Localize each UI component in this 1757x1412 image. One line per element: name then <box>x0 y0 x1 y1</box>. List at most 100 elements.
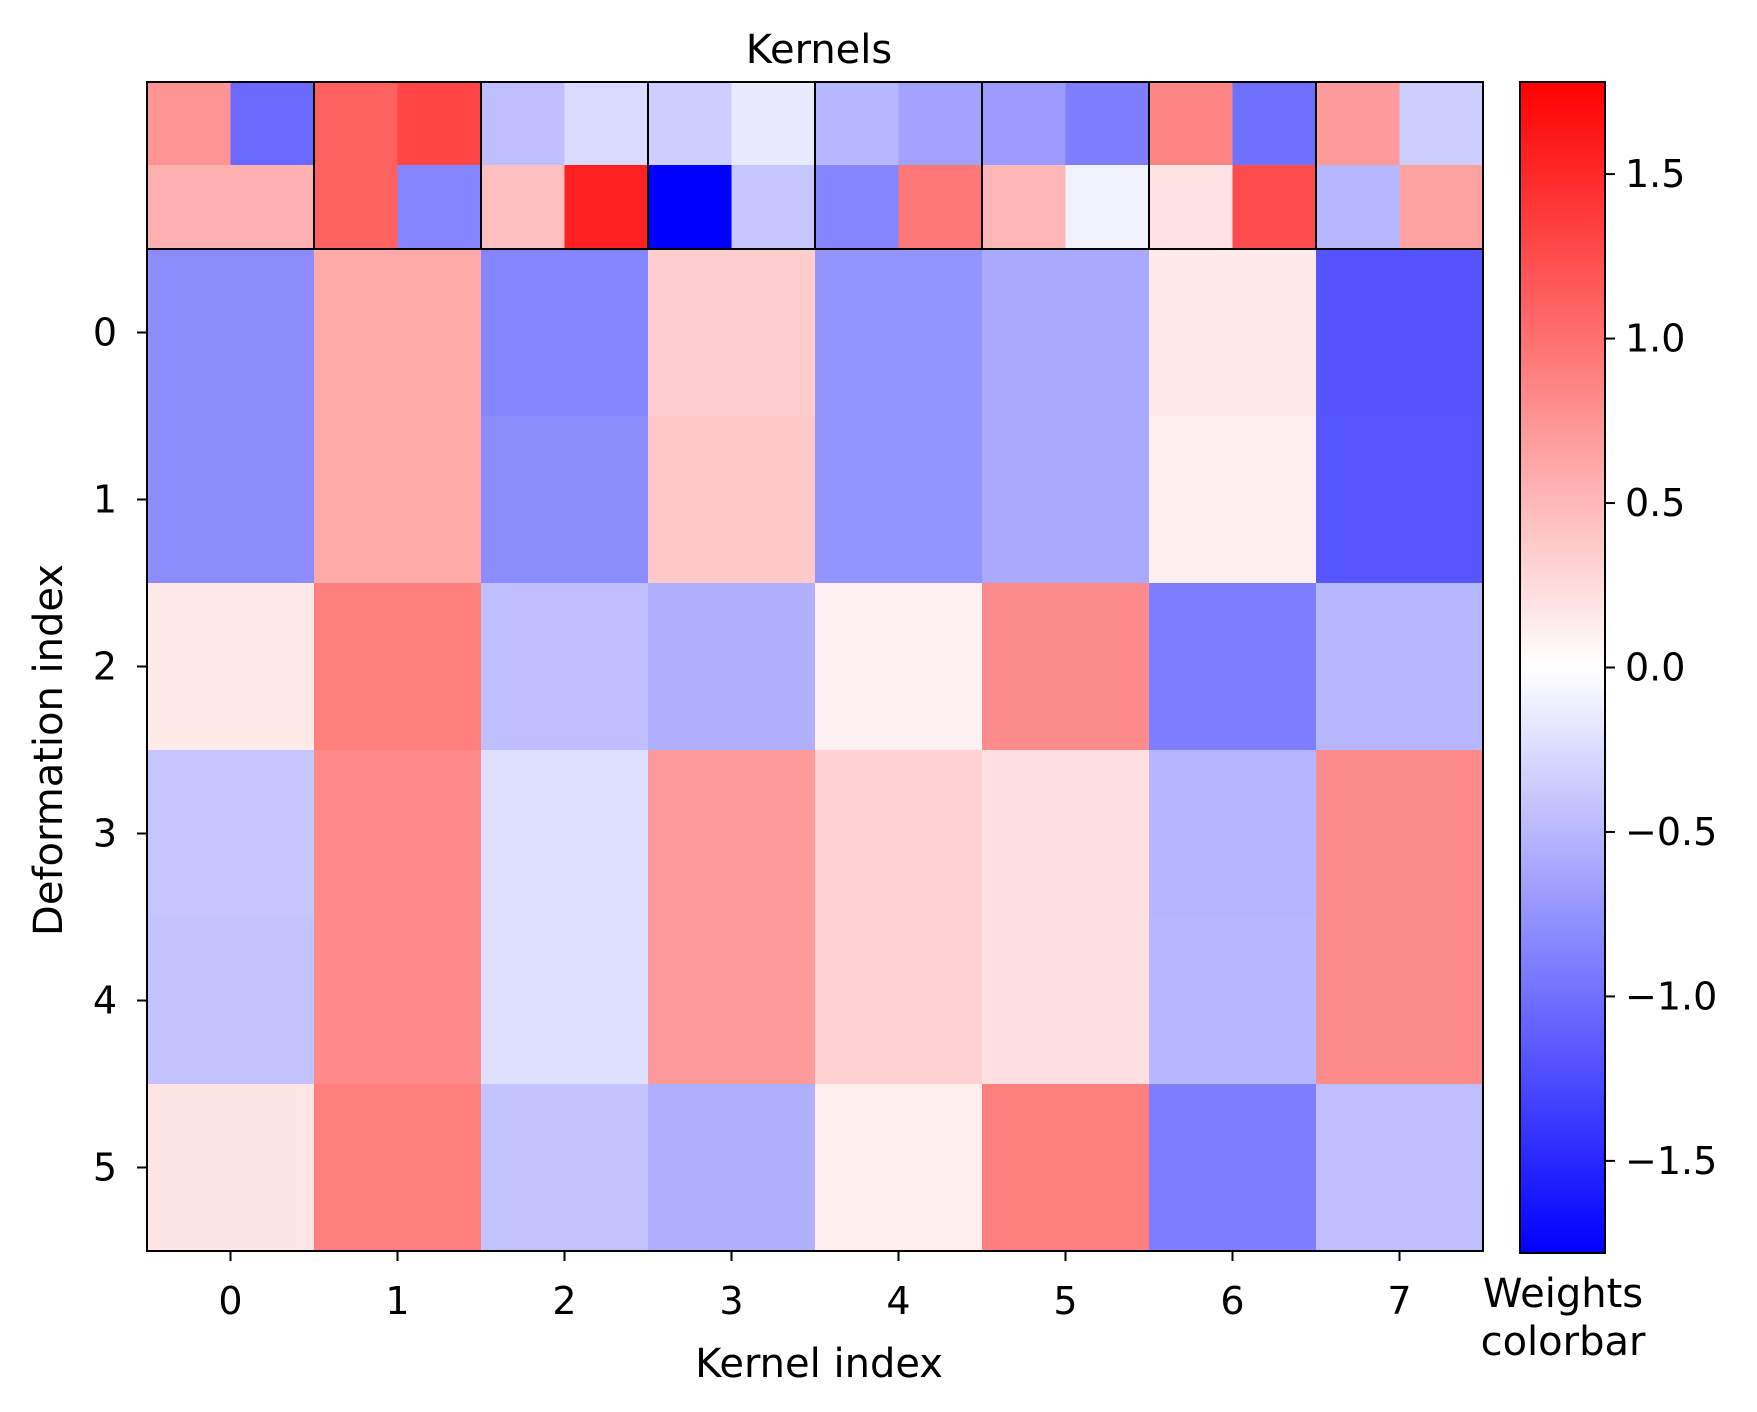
heatmap-cell <box>815 416 983 584</box>
kernel-cell <box>314 165 399 249</box>
heatmap-cell <box>648 1084 816 1252</box>
heatmap-cell <box>648 917 816 1085</box>
heatmap-cell <box>1149 750 1317 918</box>
heatmap-cell <box>815 583 983 751</box>
kernel-cell <box>982 82 1067 166</box>
kernel-cell <box>982 165 1067 249</box>
x-tick-label: 4 <box>886 1279 910 1323</box>
x-tick-label: 0 <box>218 1279 242 1323</box>
heatmap-cell <box>648 750 816 918</box>
heatmap-cell <box>982 750 1150 918</box>
colorbar-bar <box>1519 81 1606 1254</box>
colorbar-tick-label: 1.0 <box>1625 317 1685 361</box>
x-tick-label: 7 <box>1387 1279 1411 1323</box>
heatmap-cell <box>147 1084 315 1252</box>
colorbar-tick-label: −1.5 <box>1625 1139 1717 1183</box>
kernel-cell <box>1399 82 1484 166</box>
heatmap-cell <box>314 249 482 417</box>
heatmap-cell <box>1316 1084 1484 1252</box>
heatmap-cell <box>815 249 983 417</box>
heatmap-cell <box>815 750 983 918</box>
colorbar-tick-label: −0.5 <box>1625 810 1717 854</box>
heatmap-cell <box>314 1084 482 1252</box>
kernel-cell <box>898 165 983 249</box>
colorbar-tick-label: 1.5 <box>1625 152 1685 196</box>
kernel-cell <box>147 82 232 166</box>
heatmap-cell <box>314 583 482 751</box>
kernel-cell <box>481 165 566 249</box>
kernel-cell <box>564 82 649 166</box>
heatmap-cell <box>982 917 1150 1085</box>
kernel-cell <box>898 82 983 166</box>
kernel-cell <box>230 165 315 249</box>
heatmap-cell <box>147 249 315 417</box>
heatmap-cell <box>1316 249 1484 417</box>
kernel-cell <box>1232 82 1317 166</box>
heatmap-cell <box>147 750 315 918</box>
heatmap-cell <box>314 750 482 918</box>
kernel-cell <box>564 165 649 249</box>
colorbar: 1.5 1.0 0.5 0.0 −0.5 −1.0 −1.5 <box>1519 81 1717 1254</box>
x-tick-label: 5 <box>1053 1279 1077 1323</box>
heatmap-cell <box>1316 416 1484 584</box>
y-tick-label: 1 <box>93 478 117 522</box>
y-tick-label: 0 <box>93 311 117 355</box>
heatmap-cell <box>982 249 1150 417</box>
kernel-cell <box>815 82 900 166</box>
heatmap-cell <box>1149 917 1317 1085</box>
kernel-cell <box>648 82 733 166</box>
heatmap-cell <box>1316 583 1484 751</box>
heatmap-cell <box>481 416 649 584</box>
heatmap-cell <box>815 1084 983 1252</box>
heatmap-cell <box>648 249 816 417</box>
kernel-cell <box>1149 82 1234 166</box>
heatmap-cell <box>1316 750 1484 918</box>
y-axis: 0 1 2 3 4 5 <box>93 311 147 1190</box>
heatmap <box>146 248 1484 1252</box>
kernels-strip <box>146 81 1484 250</box>
kernel-cell <box>731 165 816 249</box>
kernel-cell <box>1065 82 1150 166</box>
heatmap-frame <box>146 248 1484 1252</box>
kernel-cell <box>147 165 232 249</box>
kernel-cell <box>397 82 482 166</box>
colorbar-tick-label: 0.0 <box>1625 646 1685 690</box>
kernel-cell <box>314 82 399 166</box>
heatmap-cell <box>147 917 315 1085</box>
heatmap-cell <box>1149 416 1317 584</box>
kernel-cell <box>1316 82 1401 166</box>
heatmap-cell <box>147 583 315 751</box>
heatmap-cell <box>648 416 816 584</box>
kernel-cell <box>481 82 566 166</box>
colorbar-tick-label: −1.0 <box>1625 974 1717 1018</box>
heatmap-cell <box>481 583 649 751</box>
heatmap-cell <box>982 1084 1150 1252</box>
y-tick-label: 2 <box>93 645 117 689</box>
heatmap-cell <box>481 249 649 417</box>
y-tick-label: 5 <box>93 1146 117 1190</box>
kernel-cell <box>1149 165 1234 249</box>
x-axis-label: Kernel index <box>695 1341 943 1387</box>
x-tick-label: 2 <box>552 1279 576 1323</box>
kernel-cell <box>397 165 482 249</box>
x-axis: 0 1 2 3 4 5 6 7 <box>218 1251 1412 1323</box>
heatmap-cell <box>982 583 1150 751</box>
y-tick-label: 4 <box>93 979 117 1023</box>
kernel-cell <box>731 82 816 166</box>
kernel-cell <box>1232 165 1317 249</box>
heatmap-cell <box>481 750 649 918</box>
heatmap-cell <box>1149 249 1317 417</box>
x-tick-label: 1 <box>385 1279 409 1323</box>
kernel-cell <box>648 165 733 249</box>
kernel-cell <box>1316 165 1401 249</box>
kernel-cell <box>1399 165 1484 249</box>
y-tick-label: 3 <box>93 812 117 856</box>
heatmap-cell <box>481 1084 649 1252</box>
chart-title: Kernels <box>746 27 893 73</box>
kernel-cell <box>1065 165 1150 249</box>
heatmap-cell <box>815 917 983 1085</box>
colorbar-label-line2: colorbar <box>1481 1319 1646 1365</box>
y-axis-label: Deformation index <box>26 564 72 936</box>
x-tick-label: 3 <box>719 1279 743 1323</box>
